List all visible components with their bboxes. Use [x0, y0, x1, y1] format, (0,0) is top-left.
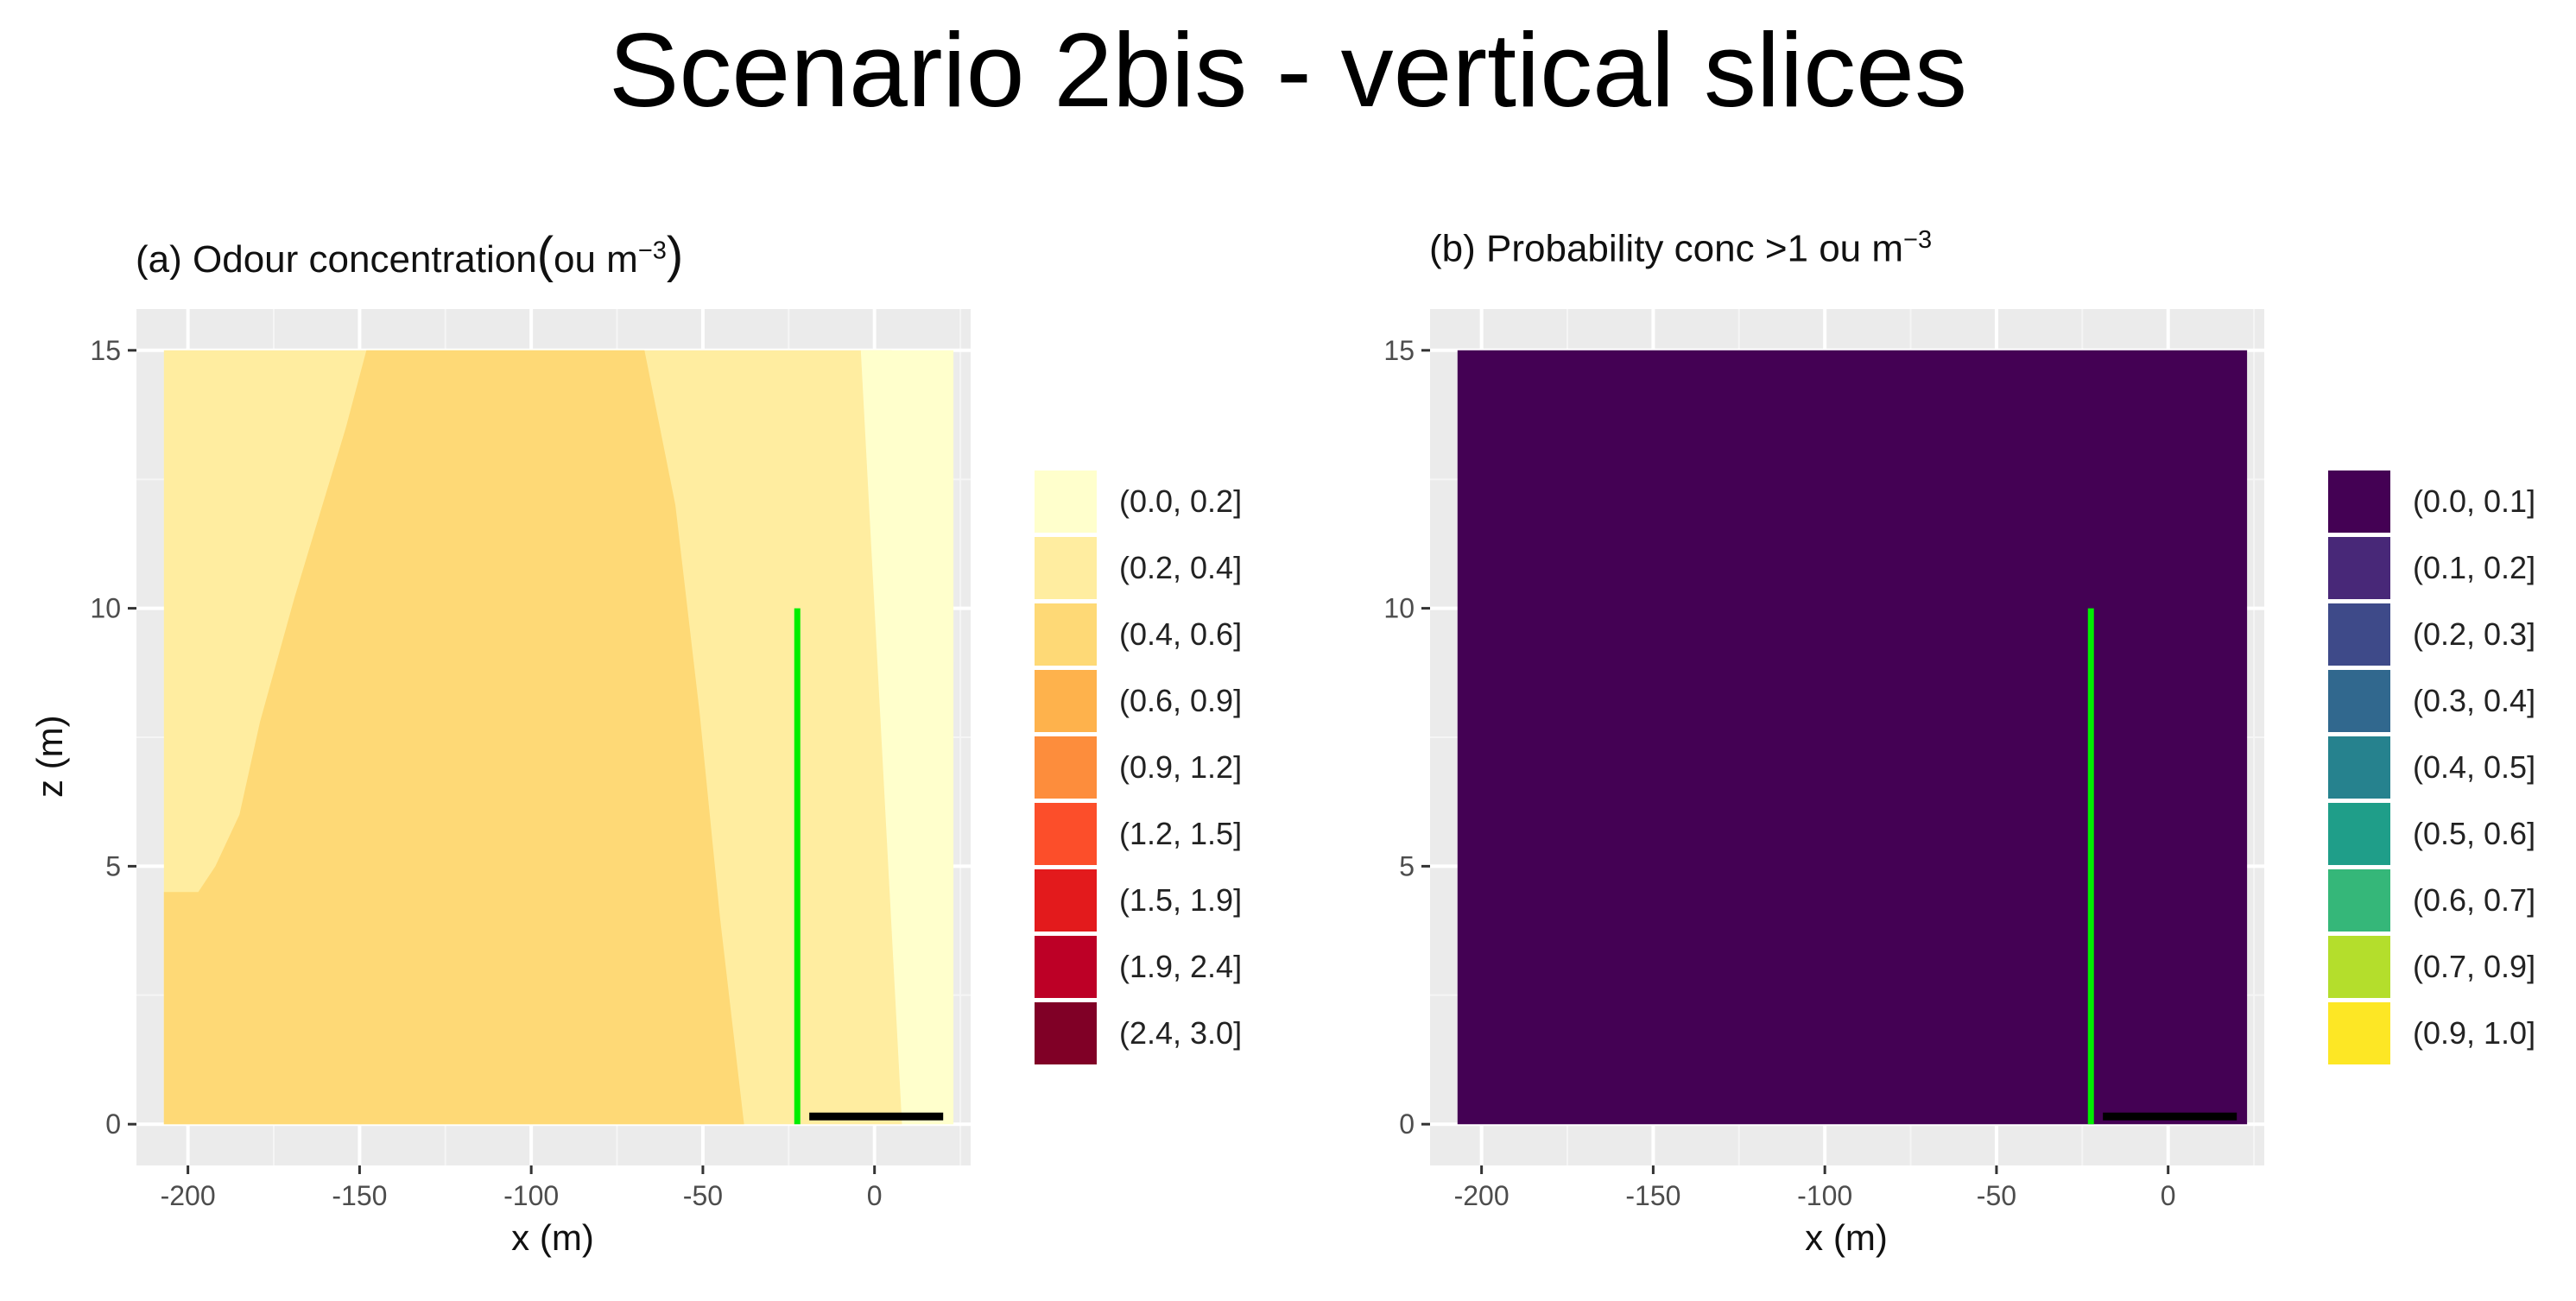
legend-label: (0.9, 1.2]	[1119, 749, 1242, 785]
panel-b-legend: (0.0, 0.1] (0.1, 0.2] (0.2, 0.3] (0.3, 0.4]…	[2328, 471, 2535, 1064]
legend-swatch	[1035, 869, 1097, 932]
legend-label: (0.9, 1.0]	[2413, 1015, 2535, 1051]
x-tick-label: -100	[503, 1180, 559, 1211]
legend-swatch	[1035, 603, 1097, 666]
x-tick-label: -50	[1977, 1180, 2016, 1211]
legend-label: (0.6, 0.7]	[2413, 882, 2535, 918]
contour-region	[1457, 350, 2248, 1125]
legend-swatch	[1035, 537, 1097, 599]
legend-label: (0.3, 0.4]	[2413, 683, 2535, 718]
y-tick-label: 5	[105, 850, 121, 881]
y-tick-label: 10	[90, 593, 121, 624]
panel-a-close-paren: )	[666, 227, 684, 283]
panel-b-subtitle-exp: −3	[1903, 226, 1933, 254]
contour-region	[163, 350, 744, 1125]
legend-label: (0.0, 0.2]	[1119, 483, 1242, 519]
panel-a-subtitle-unit: ou m	[554, 238, 638, 281]
legend-swatch	[2328, 670, 2390, 732]
x-tick-label: -150	[332, 1180, 387, 1211]
panel-a-subtitle-exp: −3	[637, 237, 667, 265]
legend-label: (0.4, 0.5]	[2413, 749, 2535, 785]
legend-swatch	[2328, 736, 2390, 799]
legend-label: (2.4, 3.0]	[1119, 1015, 1242, 1051]
legend-swatch	[1035, 736, 1097, 799]
legend-label: (1.5, 1.9]	[1119, 882, 1242, 918]
legend-label: (0.4, 0.6]	[1119, 616, 1242, 652]
y-tick-label: 15	[1383, 335, 1415, 366]
legend-label: (0.2, 0.3]	[2413, 616, 2535, 652]
x-tick-label: -150	[1625, 1180, 1680, 1211]
main-title: Scenario 2bis - vertical slices	[608, 11, 1967, 129]
x-tick-label: -200	[1454, 1180, 1510, 1211]
legend-label: (0.6, 0.9]	[1119, 683, 1242, 718]
x-tick-label: -100	[1797, 1180, 1852, 1211]
legend-swatch	[2328, 603, 2390, 666]
legend-swatch	[1035, 803, 1097, 865]
legend-swatch	[2328, 936, 2390, 998]
contour-region	[860, 350, 954, 1125]
legend-swatch	[1035, 1002, 1097, 1064]
panel-a-x-axis-title: x (m)	[511, 1217, 594, 1258]
y-tick-label: 10	[1383, 593, 1415, 624]
x-tick-label: -50	[683, 1180, 723, 1211]
y-tick-label: 5	[1399, 850, 1415, 881]
x-tick-label: 0	[2161, 1180, 2176, 1211]
legend-label: (1.9, 2.4]	[1119, 949, 1242, 984]
legend-swatch	[1035, 471, 1097, 533]
y-tick-label: 0	[105, 1108, 121, 1140]
legend-label: (1.2, 1.5]	[1119, 816, 1242, 851]
panel-a-open-paren: (	[536, 227, 554, 283]
legend-label: (0.5, 0.6]	[2413, 816, 2535, 851]
x-tick-label: -200	[161, 1180, 216, 1211]
legend-swatch	[2328, 1002, 2390, 1064]
legend-swatch	[1035, 936, 1097, 998]
panel-b-x-axis-title: x (m)	[1805, 1217, 1888, 1258]
panel-b-subtitle: (b) Probability conc >1 ou m−3	[1429, 226, 1932, 271]
legend-swatch	[2328, 803, 2390, 865]
legend-label: (0.7, 0.9]	[2413, 949, 2535, 984]
legend-label: (0.2, 0.4]	[1119, 550, 1242, 585]
panel-a-legend: (0.0, 0.2] (0.2, 0.4] (0.4, 0.6] (0.6, 0.9]…	[1035, 471, 1242, 1064]
panel-b: -200 -150 -100 -50 0 0 5 10 15 (0.0, 0.1] (0.1, 0.…	[1383, 309, 2535, 1211]
panel-a-subtitle-prefix: (a) Odour concentration	[136, 238, 537, 281]
legend-label: (0.0, 0.1]	[2413, 483, 2535, 519]
panel-b-subtitle-prefix: (b) Probability conc >1 ou m	[1429, 227, 1904, 270]
y-tick-label: 0	[1399, 1108, 1415, 1140]
panel-a: -200 -150 -100 -50 0 0 5 10 15 (0.0, 0.2] (0.2, 0.…	[90, 309, 1242, 1211]
y-tick-label: 15	[90, 335, 121, 366]
legend-swatch	[1035, 670, 1097, 732]
legend-label: (0.1, 0.2]	[2413, 550, 2535, 585]
legend-swatch	[2328, 471, 2390, 533]
panel-a-subtitle: (a) Odour concentration(ou m−3)	[136, 226, 683, 284]
x-tick-label: 0	[867, 1180, 883, 1211]
legend-swatch	[2328, 537, 2390, 599]
legend-swatch	[2328, 869, 2390, 932]
